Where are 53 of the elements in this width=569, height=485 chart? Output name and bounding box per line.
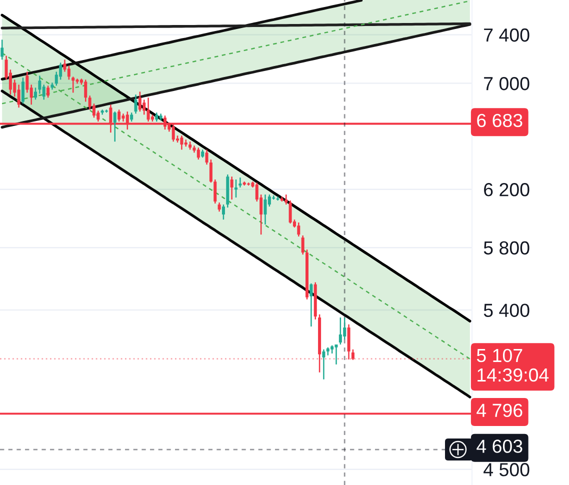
candlestick [334, 344, 338, 366]
candlestick [84, 79, 88, 102]
candlestick [288, 200, 292, 224]
candlestick [338, 316, 342, 346]
candlestick [347, 324, 350, 360]
candlestick [142, 99, 146, 116]
candlestick [343, 316, 346, 340]
line-series [0, 90, 472, 398]
candlestick [134, 94, 138, 114]
candlestick [0, 39, 4, 60]
candlestick [180, 134, 184, 150]
candlestick [351, 348, 354, 361]
y-tick-label: 5 400 [484, 304, 530, 318]
candlestick [264, 194, 267, 226]
candlestick [322, 348, 326, 380]
candlestick [234, 178, 238, 198]
y-tick-label: 7 000 [484, 76, 530, 90]
candlestick [59, 62, 62, 80]
candlestick [67, 65, 70, 80]
candlestick [138, 91, 142, 112]
ref-line-label: 5 107 14:39:04 [476, 348, 549, 382]
candlestick [42, 84, 46, 100]
y-tick-label: 6 200 [484, 183, 530, 196]
y-tick-label: 7 400 [484, 28, 530, 42]
candlestick [218, 202, 221, 212]
candlestick [196, 147, 200, 160]
candlestick [113, 110, 116, 142]
candlestick [34, 87, 38, 100]
candlestick [209, 158, 212, 184]
candlestick [310, 282, 313, 328]
candlestick [297, 222, 300, 238]
candlestick [276, 196, 280, 202]
candlestick [26, 71, 29, 94]
candlestick [63, 59, 66, 72]
candlestick [46, 85, 50, 98]
line-series [0, 14, 472, 322]
ref-line-label: 6 683 [477, 114, 522, 128]
candlestick [284, 194, 288, 206]
candlestick [222, 204, 225, 220]
ref-line-label: 4 796 [476, 404, 522, 418]
candlestick [72, 76, 75, 94]
line-series [0, 23, 472, 129]
candlestick [238, 176, 242, 188]
y-tick-label: 4 500 [484, 463, 530, 476]
candlestick [230, 176, 234, 200]
y-tick-label: 5 800 [484, 241, 530, 255]
candlestick [17, 84, 20, 108]
candlestick [21, 77, 24, 104]
candlestick [214, 178, 217, 204]
ref-line-label: 4 603 [476, 440, 522, 453]
candlestick [301, 234, 304, 256]
candlestick [205, 149, 208, 166]
candlestick [38, 75, 42, 94]
